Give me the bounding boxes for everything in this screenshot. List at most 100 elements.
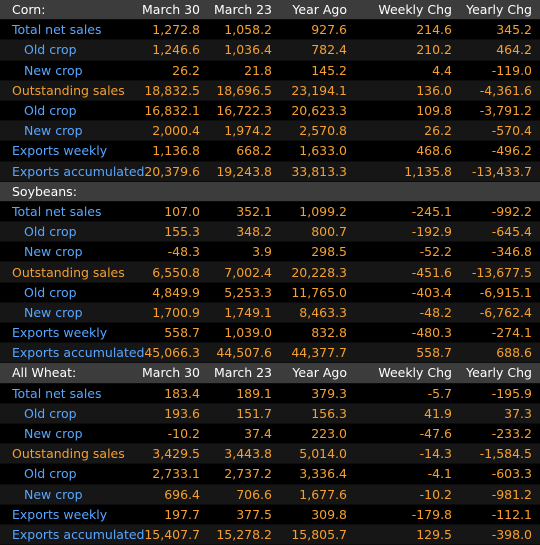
data-row: Outstanding sales 6,550.8 7,002.4 20,228.3 -… [0, 262, 540, 283]
value-cell: -13,433.7 [471, 163, 532, 179]
value-cell: 1,135.8 [404, 163, 452, 179]
value-cell: -981.2 [491, 486, 532, 502]
column-header: Weekly Chg [378, 2, 452, 18]
value-cell: 706.6 [236, 486, 272, 502]
value-cell: 352.1 [236, 203, 272, 219]
value-cell: 37.3 [504, 405, 532, 421]
row-label: Exports accumulated [12, 526, 145, 542]
value-cell: 16,832.1 [144, 103, 200, 119]
value-cell: -5.7 [427, 385, 452, 401]
data-row: Total net sales 1,272.8 1,058.2 927.6 214.6 3… [0, 20, 540, 41]
column-header: Yearly Chg [466, 365, 532, 381]
value-cell: 45,066.3 [144, 345, 200, 361]
row-label: New crop [24, 62, 83, 78]
value-cell: -403.4 [411, 284, 452, 300]
value-cell: 1,039.0 [224, 325, 272, 341]
row-label: New crop [24, 426, 83, 442]
value-cell: 1,246.6 [152, 42, 200, 58]
value-cell: -112.1 [491, 506, 532, 522]
row-label: New crop [24, 304, 83, 320]
value-cell: 214.6 [416, 22, 452, 38]
row-label: Outstanding sales [12, 446, 125, 462]
value-cell: 696.4 [164, 486, 200, 502]
value-cell: 15,805.7 [291, 526, 347, 542]
section-header: All Wheat: March 30 March 23 Year Ago Weekly… [0, 363, 540, 384]
data-row: Old crop 1,246.6 1,036.4 782.4 210.2 464.2 [0, 40, 540, 61]
value-cell: -48.2 [419, 304, 452, 320]
value-cell: 189.1 [236, 385, 272, 401]
value-cell: 109.8 [416, 103, 452, 119]
data-row: Old crop 4,849.9 5,253.3 11,765.0 -403.4 -6,9… [0, 282, 540, 303]
value-cell: 2,000.4 [152, 123, 200, 139]
value-cell: -192.9 [411, 224, 452, 240]
row-label: Old crop [24, 103, 77, 119]
value-cell: -14.3 [419, 446, 452, 462]
data-row: Exports weekly 197.7 377.5 309.8 -179.8 -112.… [0, 504, 540, 525]
row-label: New crop [24, 123, 83, 139]
value-cell: 927.6 [311, 22, 347, 38]
row-label: Exports accumulated [12, 345, 145, 361]
section-title: Corn: [12, 2, 46, 18]
value-cell: -4.1 [427, 466, 452, 482]
value-cell: 7,002.4 [224, 264, 272, 280]
value-cell: -4,361.6 [479, 82, 532, 98]
section-header: Soybeans: [0, 181, 540, 202]
value-cell: 1,036.4 [224, 42, 272, 58]
row-label: Exports accumulated [12, 163, 145, 179]
value-cell: 800.7 [311, 224, 347, 240]
value-cell: 20,228.3 [291, 264, 347, 280]
row-label: Outstanding sales [12, 82, 125, 98]
value-cell: -1,584.5 [479, 446, 532, 462]
value-cell: 2,570.8 [299, 123, 347, 139]
value-cell: 11,765.0 [291, 284, 347, 300]
value-cell: 26.2 [172, 62, 200, 78]
data-row: Old crop 16,832.1 16,722.3 20,623.3 109.8 -3,… [0, 100, 540, 122]
row-label: Old crop [24, 42, 77, 58]
data-row: New crop 26.2 21.8 145.2 4.4 -119.0 [0, 60, 540, 81]
value-cell: 379.3 [311, 385, 347, 401]
data-row: Total net sales 107.0 352.1 1,099.2 -245.1 -9… [0, 201, 540, 223]
value-cell: 309.8 [311, 506, 347, 522]
value-cell: -13,677.5 [471, 264, 532, 280]
value-cell: -496.2 [491, 143, 532, 159]
value-cell: 44,377.7 [291, 345, 347, 361]
value-cell: -195.9 [491, 385, 532, 401]
value-cell: -179.8 [411, 506, 452, 522]
value-cell: 16,722.3 [216, 103, 272, 119]
value-cell: 1,700.9 [152, 304, 200, 320]
value-cell: -10.2 [167, 426, 200, 442]
value-cell: 210.2 [416, 42, 452, 58]
value-cell: 223.0 [311, 426, 347, 442]
value-cell: 15,278.2 [216, 526, 272, 542]
value-cell: 37.4 [244, 426, 272, 442]
data-row: Old crop 2,733.1 2,737.2 3,336.4 -4.1 -603.3 [0, 464, 540, 485]
data-row: Exports accumulated 15,407.7 15,278.2 15,80… [0, 524, 540, 545]
value-cell: 20,623.3 [291, 103, 347, 119]
section-title: Soybeans: [12, 183, 77, 199]
value-cell: 151.7 [236, 405, 272, 421]
value-cell: 26.2 [424, 123, 452, 139]
row-label: New crop [24, 244, 83, 260]
row-label: Exports weekly [12, 506, 108, 522]
row-label: Old crop [24, 405, 77, 421]
value-cell: -48.3 [167, 244, 200, 260]
value-cell: 18,832.5 [144, 82, 200, 98]
value-cell: 18,696.5 [216, 82, 272, 98]
data-row: Outstanding sales 18,832.5 18,696.5 23,194.… [0, 80, 540, 101]
data-row: New crop -10.2 37.4 223.0 -47.6 -233.2 [0, 423, 540, 445]
value-cell: 4.4 [432, 62, 452, 78]
value-cell: 20,379.6 [144, 163, 200, 179]
column-header: Year Ago [292, 365, 347, 381]
row-label: New crop [24, 486, 83, 502]
value-cell: 1,136.8 [152, 143, 200, 159]
value-cell: -992.2 [491, 203, 532, 219]
value-cell: 3,429.5 [152, 446, 200, 462]
value-cell: -233.2 [491, 426, 532, 442]
value-cell: 2,737.2 [224, 466, 272, 482]
value-cell: -119.0 [491, 62, 532, 78]
value-cell: 107.0 [164, 203, 200, 219]
value-cell: 1,974.2 [224, 123, 272, 139]
data-row: Outstanding sales 3,429.5 3,443.8 5,014.0 -1… [0, 444, 540, 465]
value-cell: 688.6 [496, 345, 532, 361]
